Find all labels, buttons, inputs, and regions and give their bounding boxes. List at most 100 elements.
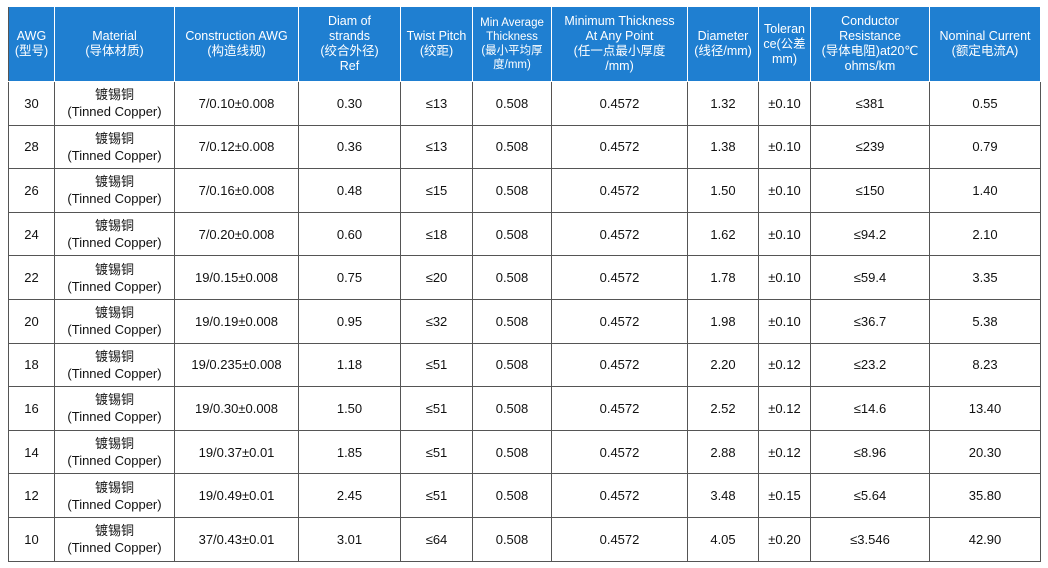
cell-min-avg-thickness: 0.508 bbox=[472, 342, 552, 388]
table-row: 16 镀锡铜 (Tinned Copper) 19/0.30±0.008 1.50 ≤51… bbox=[8, 386, 1041, 431]
material-en: (Tinned Copper) bbox=[67, 409, 162, 425]
table-row: 28 镀锡铜 (Tinned Copper) 7/0.12±0.008 0.36 ≤13 0… bbox=[8, 124, 1041, 170]
cell-twist-pitch: ≤13 bbox=[400, 124, 473, 170]
cell-diam-strands: 0.30 bbox=[298, 81, 401, 126]
cell-diameter: 1.32 bbox=[687, 81, 759, 126]
cell-material: 镀锡铜 (Tinned Copper) bbox=[54, 124, 175, 170]
cell-nominal-current: 13.40 bbox=[929, 386, 1041, 431]
cell-min-avg-thickness: 0.508 bbox=[472, 516, 552, 562]
cell-min-thickness-point: 0.4572 bbox=[551, 124, 688, 170]
header-resistance: Conductor Resistance (导体电阻)at20℃ ohms/km bbox=[810, 6, 930, 82]
cell-min-avg-thickness: 0.508 bbox=[472, 211, 552, 257]
cell-construction: 7/0.10±0.008 bbox=[174, 81, 299, 126]
material-en: (Tinned Copper) bbox=[67, 453, 162, 469]
cell-nominal-current: 42.90 bbox=[929, 516, 1041, 562]
header-diameter: Diameter (线径/mm) bbox=[687, 6, 759, 82]
cell-material: 镀锡铜 (Tinned Copper) bbox=[54, 298, 175, 344]
cell-diameter: 1.38 bbox=[687, 124, 759, 170]
cell-twist-pitch: ≤32 bbox=[400, 298, 473, 344]
table-row: 10 镀锡铜 (Tinned Copper) 37/0.43±0.01 3.01 ≤64 0… bbox=[8, 516, 1041, 562]
cell-construction: 7/0.20±0.008 bbox=[174, 211, 299, 257]
cell-material: 镀锡铜 (Tinned Copper) bbox=[54, 342, 175, 388]
cell-construction: 37/0.43±0.01 bbox=[174, 516, 299, 562]
cell-tolerance: ±0.12 bbox=[758, 386, 811, 431]
cell-nominal-current: 0.55 bbox=[929, 81, 1041, 126]
cell-resistance: ≤59.4 bbox=[810, 255, 930, 300]
cell-tolerance: ±0.10 bbox=[758, 124, 811, 170]
material-cn: 镀锡铜 bbox=[94, 305, 134, 321]
cell-awg: 22 bbox=[8, 255, 55, 300]
material-cn: 镀锡铜 bbox=[94, 218, 134, 234]
cell-material: 镀锡铜 (Tinned Copper) bbox=[54, 211, 175, 257]
cell-material: 镀锡铜 (Tinned Copper) bbox=[54, 255, 175, 300]
material-cn: 镀锡铜 bbox=[94, 174, 134, 190]
material-cn: 镀锡铜 bbox=[94, 523, 134, 539]
material-en: (Tinned Copper) bbox=[67, 496, 162, 512]
header-nominal-current: Nominal Current (额定电流A) bbox=[929, 6, 1041, 82]
cell-awg: 20 bbox=[8, 298, 55, 344]
cell-awg: 24 bbox=[8, 211, 55, 257]
cell-nominal-current: 2.10 bbox=[929, 211, 1041, 257]
table-row: 18 镀锡铜 (Tinned Copper) 19/0.235±0.008 1.18 ≤5… bbox=[8, 342, 1041, 388]
table-body: 30 镀锡铜 (Tinned Copper) 7/0.10±0.008 0.30 ≤13 0… bbox=[8, 81, 1041, 562]
cell-min-avg-thickness: 0.508 bbox=[472, 168, 552, 213]
cell-min-avg-thickness: 0.508 bbox=[472, 298, 552, 344]
cell-diameter: 1.78 bbox=[687, 255, 759, 300]
cell-diameter: 1.62 bbox=[687, 211, 759, 257]
cell-twist-pitch: ≤51 bbox=[400, 429, 473, 475]
cell-resistance: ≤8.96 bbox=[810, 429, 930, 475]
cell-nominal-current: 35.80 bbox=[929, 473, 1041, 518]
cell-min-avg-thickness: 0.508 bbox=[472, 255, 552, 300]
cell-tolerance: ±0.10 bbox=[758, 168, 811, 213]
cell-awg: 26 bbox=[8, 168, 55, 213]
cell-tolerance: ±0.10 bbox=[758, 298, 811, 344]
cell-twist-pitch: ≤51 bbox=[400, 386, 473, 431]
cell-resistance: ≤14.6 bbox=[810, 386, 930, 431]
cell-tolerance: ±0.10 bbox=[758, 81, 811, 126]
material-en: (Tinned Copper) bbox=[67, 104, 162, 120]
cell-diam-strands: 1.85 bbox=[298, 429, 401, 475]
cell-tolerance: ±0.10 bbox=[758, 211, 811, 257]
spec-table-container: AWG (型号) Material (导体材质) Construction AWG(… bbox=[8, 6, 1041, 562]
cell-min-thickness-point: 0.4572 bbox=[551, 429, 688, 475]
material-cn: 镀锡铜 bbox=[94, 348, 134, 364]
cell-nominal-current: 8.23 bbox=[929, 342, 1041, 388]
cell-construction: 7/0.16±0.008 bbox=[174, 168, 299, 213]
header-row: AWG (型号) Material (导体材质) Construction AWG(… bbox=[8, 6, 1041, 82]
cell-diam-strands: 0.60 bbox=[298, 211, 401, 257]
cell-material: 镀锡铜 (Tinned Copper) bbox=[54, 386, 175, 431]
cell-min-thickness-point: 0.4572 bbox=[551, 342, 688, 388]
cell-min-thickness-point: 0.4572 bbox=[551, 255, 688, 300]
cell-resistance: ≤150 bbox=[810, 168, 930, 213]
header-awg: AWG (型号) bbox=[8, 6, 55, 82]
table-row: 12 镀锡铜 (Tinned Copper) 19/0.49±0.01 2.45 ≤51 0… bbox=[8, 473, 1041, 518]
cell-min-thickness-point: 0.4572 bbox=[551, 473, 688, 518]
cell-diam-strands: 0.48 bbox=[298, 168, 401, 213]
material-en: (Tinned Copper) bbox=[67, 235, 162, 251]
cell-diameter: 2.52 bbox=[687, 386, 759, 431]
cell-awg: 14 bbox=[8, 429, 55, 475]
cell-material: 镀锡铜 (Tinned Copper) bbox=[54, 473, 175, 518]
header-min-thickness-point: Minimum Thickness At Any Point (任一点最小厚度/mm… bbox=[551, 6, 688, 82]
cell-min-thickness-point: 0.4572 bbox=[551, 168, 688, 213]
cell-material: 镀锡铜 (Tinned Copper) bbox=[54, 429, 175, 475]
cell-diameter: 2.88 bbox=[687, 429, 759, 475]
cell-construction: 19/0.235±0.008 bbox=[174, 342, 299, 388]
cell-construction: 7/0.12±0.008 bbox=[174, 124, 299, 170]
cell-material: 镀锡铜 (Tinned Copper) bbox=[54, 81, 175, 126]
cell-diam-strands: 0.95 bbox=[298, 298, 401, 344]
cell-diameter: 4.05 bbox=[687, 516, 759, 562]
cell-min-avg-thickness: 0.508 bbox=[472, 81, 552, 126]
table-row: 22 镀锡铜 (Tinned Copper) 19/0.15±0.008 0.75 ≤20… bbox=[8, 255, 1041, 300]
cell-tolerance: ±0.12 bbox=[758, 429, 811, 475]
cell-resistance: ≤381 bbox=[810, 81, 930, 126]
material-cn: 镀锡铜 bbox=[94, 392, 134, 408]
cell-nominal-current: 5.38 bbox=[929, 298, 1041, 344]
cell-resistance: ≤5.64 bbox=[810, 473, 930, 518]
material-cn: 镀锡铜 bbox=[94, 479, 134, 495]
cell-twist-pitch: ≤15 bbox=[400, 168, 473, 213]
cell-material: 镀锡铜 (Tinned Copper) bbox=[54, 168, 175, 213]
cell-resistance: ≤3.546 bbox=[810, 516, 930, 562]
table-row: 30 镀锡铜 (Tinned Copper) 7/0.10±0.008 0.30 ≤13 0… bbox=[8, 81, 1041, 126]
cell-nominal-current: 3.35 bbox=[929, 255, 1041, 300]
